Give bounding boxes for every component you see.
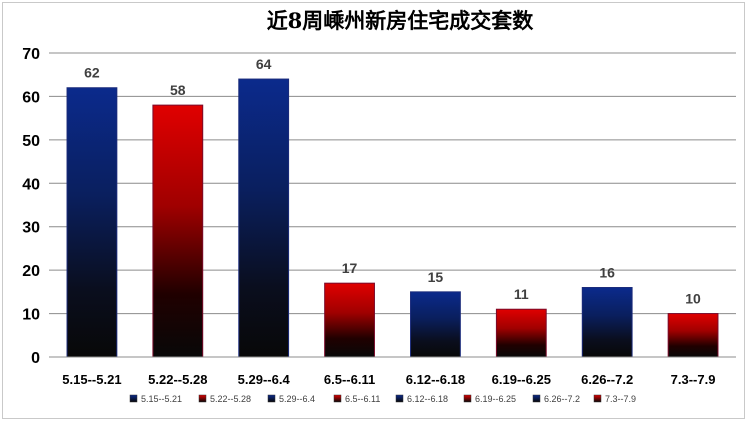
data-label: 15 — [428, 269, 444, 285]
x-tick-label: 6.12--6.18 — [406, 372, 465, 387]
y-tick-label: 40 — [22, 176, 40, 193]
bar — [581, 287, 633, 358]
y-tick-label: 0 — [31, 350, 40, 367]
legend-swatch — [532, 394, 541, 403]
y-tick-label: 10 — [22, 307, 40, 324]
y-axis-ticks: 0 10 20 30 40 50 60 70 — [22, 46, 40, 367]
legend-swatch — [463, 394, 472, 403]
y-tick-label: 50 — [22, 133, 40, 150]
legend-label: 5.15--5.21 — [141, 394, 182, 404]
y-tick-label: 20 — [22, 263, 40, 280]
data-labels: 62 58 64 17 15 11 16 10 — [84, 56, 701, 307]
x-tick-label: 6.5--6.11 — [324, 372, 375, 387]
gridlines — [49, 52, 736, 315]
x-axis-ticks: 5.15--5.21 5.22--5.28 5.29--6.4 6.5--6.11 6.… — [62, 372, 715, 387]
legend-label: 7.3--7.9 — [605, 394, 636, 404]
legend-swatch — [267, 394, 276, 403]
legend: 5.15--5.21 5.22--5.28 5.29--6.4 6.5--6.11 6.… — [129, 394, 636, 404]
data-label: 17 — [342, 260, 358, 276]
legend-swatch — [593, 394, 602, 403]
legend-swatch — [129, 394, 138, 403]
bar — [152, 104, 204, 358]
data-label: 62 — [84, 65, 100, 81]
bars — [66, 78, 719, 358]
x-tick-label: 5.29--6.4 — [238, 372, 291, 387]
bar — [324, 282, 375, 358]
x-tick-label: 5.15--5.21 — [62, 372, 121, 387]
legend-swatch — [333, 394, 342, 403]
legend-swatch — [395, 394, 404, 403]
bar — [66, 87, 118, 358]
bar — [495, 308, 547, 358]
chart-title: 近8周嵊州新房住宅成交套数 — [267, 8, 535, 33]
bar — [667, 313, 719, 358]
data-label: 10 — [685, 291, 701, 307]
y-tick-label: 30 — [22, 220, 40, 237]
bar — [410, 291, 461, 358]
data-label: 58 — [170, 82, 186, 98]
bar — [238, 78, 290, 358]
legend-label: 5.22--5.28 — [210, 394, 251, 404]
x-tick-label: 6.19--6.25 — [492, 372, 551, 387]
y-tick-label: 70 — [22, 46, 40, 63]
legend-label: 6.5--6.11 — [345, 394, 380, 404]
data-label: 11 — [514, 286, 529, 302]
legend-label: 5.29--6.4 — [279, 394, 315, 404]
x-tick-label: 7.3--7.9 — [671, 372, 716, 387]
legend-label: 6.12--6.18 — [407, 394, 448, 404]
data-label: 64 — [256, 56, 272, 72]
legend-label: 6.26--7.2 — [544, 394, 580, 404]
x-tick-label: 6.26--7.2 — [581, 372, 633, 387]
legend-swatch — [198, 394, 207, 403]
legend-label: 6.19--6.25 — [475, 394, 516, 404]
x-tick-label: 5.22--5.28 — [148, 372, 207, 387]
data-label: 16 — [599, 265, 615, 281]
y-tick-label: 60 — [22, 89, 40, 106]
